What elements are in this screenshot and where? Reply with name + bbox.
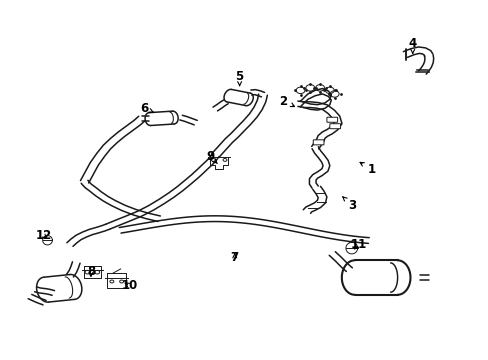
Text: 3: 3 — [342, 197, 355, 212]
Text: 5: 5 — [235, 69, 243, 86]
Text: 8: 8 — [86, 265, 95, 278]
FancyBboxPatch shape — [313, 140, 324, 145]
Text: 10: 10 — [122, 279, 138, 292]
Text: 2: 2 — [279, 95, 294, 108]
Text: 9: 9 — [206, 150, 217, 163]
Text: 7: 7 — [230, 251, 238, 264]
FancyBboxPatch shape — [329, 124, 340, 129]
Text: 6: 6 — [140, 102, 154, 115]
Text: 4: 4 — [408, 37, 416, 53]
Text: 12: 12 — [36, 229, 52, 242]
FancyBboxPatch shape — [326, 117, 337, 122]
Text: 1: 1 — [359, 162, 375, 176]
Text: 11: 11 — [350, 238, 366, 251]
